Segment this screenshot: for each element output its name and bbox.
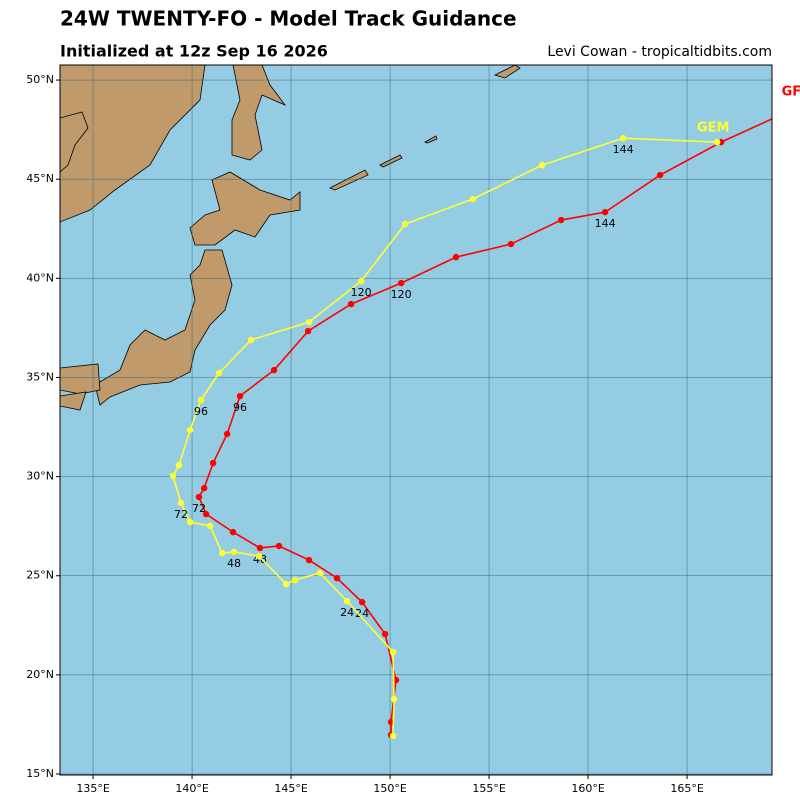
track-point <box>507 240 515 248</box>
track-point <box>333 574 341 582</box>
track-point <box>186 518 194 526</box>
x-tick-label: 150°E <box>373 782 406 795</box>
track-point <box>538 161 546 169</box>
track-point <box>275 542 283 550</box>
hour-label: 72 <box>174 508 188 521</box>
track-point <box>256 544 264 552</box>
track-point <box>316 569 324 577</box>
track-point <box>389 648 397 656</box>
track-point <box>236 392 244 400</box>
land <box>60 65 521 411</box>
track-point <box>223 430 231 438</box>
track-point <box>229 528 237 536</box>
track-point <box>357 277 365 285</box>
track-point <box>255 552 263 560</box>
hour-label: 144 <box>613 143 634 156</box>
track-point <box>177 499 185 507</box>
track-point <box>656 171 664 179</box>
track-point <box>557 216 565 224</box>
hour-label: 144 <box>595 217 616 230</box>
hour-label: 24 <box>340 606 354 619</box>
track-line <box>172 137 718 736</box>
x-tick-label: 165°E <box>670 782 703 795</box>
track-point <box>397 279 405 287</box>
track-point <box>381 630 389 638</box>
hour-label: 96 <box>233 401 247 414</box>
track-point <box>169 472 177 480</box>
track-point <box>390 695 398 703</box>
track-point <box>202 510 210 518</box>
x-tick-label: 160°E <box>571 782 604 795</box>
chart-title: 24W TWENTY-FO - Model Track Guidance <box>60 7 517 31</box>
track-point <box>230 548 238 556</box>
track-point <box>186 426 194 434</box>
model-label: GFS <box>782 85 800 100</box>
hour-label: 72 <box>192 502 206 515</box>
hour-label: 96 <box>194 405 208 418</box>
x-tick-label: 135°E <box>76 782 109 795</box>
ocean <box>60 65 772 775</box>
track-point <box>291 576 299 584</box>
credit: Levi Cowan - tropicaltidbits.com <box>547 44 772 60</box>
track-point <box>469 195 477 203</box>
track-point <box>304 327 312 335</box>
track-point <box>175 461 183 469</box>
track-point <box>601 208 609 216</box>
track-point <box>197 396 205 404</box>
track-point <box>305 556 313 564</box>
track-point <box>282 580 290 588</box>
track-point <box>218 549 226 557</box>
track-point <box>358 598 366 606</box>
track-point <box>200 484 208 492</box>
track-point <box>713 138 721 146</box>
track-point <box>343 597 351 605</box>
y-tick-label: 25°N <box>26 569 54 582</box>
chart-subtitle: Initialized at 12z Sep 16 2026 <box>60 42 328 61</box>
y-tick-label: 15°N <box>26 767 54 780</box>
track-point <box>209 459 217 467</box>
y-tick-label: 30°N <box>26 470 54 483</box>
hour-label: 24 <box>355 607 369 620</box>
track-point <box>389 732 397 740</box>
model-label: GEM <box>697 121 730 136</box>
x-tick-label: 145°E <box>274 782 307 795</box>
y-tick-label: 35°N <box>26 370 54 383</box>
track-point <box>347 300 355 308</box>
y-tick-label: 50°N <box>26 73 54 86</box>
track-point <box>401 220 409 228</box>
x-tick-label: 140°E <box>175 782 208 795</box>
track-point <box>305 318 313 326</box>
track-point <box>452 253 460 261</box>
y-tick-label: 45°N <box>26 172 54 185</box>
y-tick-label: 40°N <box>26 271 54 284</box>
plot-frame <box>59 64 773 776</box>
track-point <box>619 134 627 142</box>
track-point <box>195 493 203 501</box>
track-point <box>270 366 278 374</box>
hour-label: 48 <box>227 557 241 570</box>
track-point <box>215 369 223 377</box>
track-point <box>206 522 214 530</box>
y-tick-label: 20°N <box>26 668 54 681</box>
hour-label: 120 <box>351 286 372 299</box>
track-point <box>247 336 255 344</box>
hour-label: 120 <box>391 288 412 301</box>
x-tick-label: 155°E <box>472 782 505 795</box>
